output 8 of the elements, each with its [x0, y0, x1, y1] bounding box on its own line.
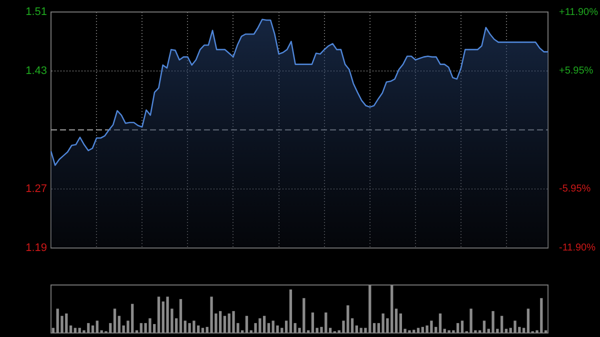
y-tick-label: 1.19 [26, 242, 47, 254]
y2-tick-label: -5.95% [559, 184, 591, 195]
y-tick-label: 1.43 [26, 64, 47, 77]
y-tick-label: 1.27 [26, 182, 47, 195]
y2-tick-label: +5.95% [559, 66, 594, 77]
y-tick-label: 1.51 [26, 6, 47, 18]
y2-tick-label: +11.90% [559, 6, 598, 18]
y2-tick-label: -11.90% [559, 242, 596, 254]
